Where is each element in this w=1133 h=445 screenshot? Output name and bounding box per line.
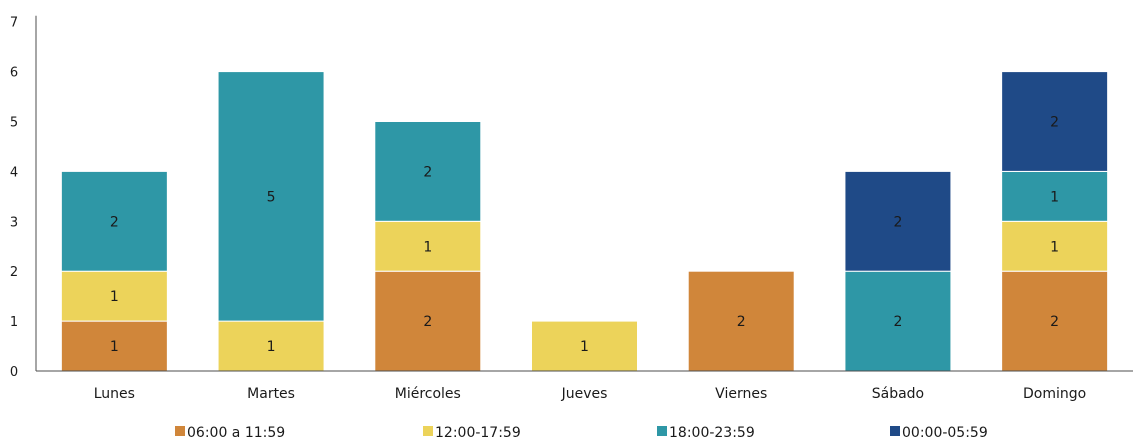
bar-segment [844, 270, 952, 372]
legend: 06:00 a 11:59 12:00-17:59 18:00-23:59 00:00… [175, 425, 988, 441]
x-tick-label: Sábado [872, 386, 924, 402]
data-label: 1 [110, 289, 119, 305]
y-tick-label: 1 [10, 315, 18, 330]
data-label: 2 [423, 164, 432, 180]
y-tick-label: 4 [10, 165, 18, 180]
bar-segment [217, 320, 325, 372]
y-tick-label: 5 [10, 116, 18, 131]
y-tick-label: 6 [10, 66, 18, 81]
bar-segment [1001, 270, 1109, 372]
legend-label: 12:00-17:59 [435, 425, 521, 441]
data-labels-layer: 1 1 2 1 5 2 1 2 1 2 2 2 2 1 1 2 [110, 115, 1059, 356]
data-label: 1 [267, 339, 276, 355]
x-tick-label: Martes [247, 386, 295, 402]
data-label: 1 [110, 339, 119, 355]
axes-layer: Lunes Martes Miércoles Jueves Viernes Sábado D… [10, 15, 1133, 402]
data-label: 1 [423, 239, 432, 255]
legend-swatch [175, 426, 185, 436]
bar-segment [217, 71, 325, 322]
bar-segment [844, 170, 952, 272]
legend-swatch [657, 426, 667, 436]
bar-segment [60, 320, 168, 372]
bar-segment [1001, 170, 1109, 222]
y-tick-label: 0 [10, 365, 18, 380]
legend-label: 00:00-05:59 [902, 425, 988, 441]
data-label: 1 [1050, 189, 1059, 205]
data-label: 2 [423, 314, 432, 330]
data-label: 1 [1050, 239, 1059, 255]
data-label: 2 [737, 314, 746, 330]
data-label: 2 [110, 214, 119, 230]
bar-segment [374, 121, 482, 222]
bar-segment [60, 270, 168, 322]
data-label: 1 [580, 339, 589, 355]
legend-swatch [890, 426, 900, 436]
bars-layer [60, 71, 1109, 372]
bar-segment [60, 170, 168, 272]
x-tick-label: Domingo [1023, 386, 1086, 402]
legend-label: 18:00-23:59 [669, 425, 755, 441]
data-label: 2 [893, 214, 902, 230]
bar-segment [374, 270, 482, 372]
bar-segment [1001, 71, 1109, 172]
x-tick-label: Jueves [561, 386, 608, 402]
data-label: 5 [267, 189, 276, 205]
bar-segment [374, 220, 482, 272]
x-tick-label: Lunes [94, 386, 135, 402]
data-label: 2 [1050, 115, 1059, 131]
x-tick-label: Viernes [715, 386, 767, 402]
data-label: 2 [1050, 314, 1059, 330]
y-tick-label: 7 [10, 16, 18, 31]
data-label: 2 [893, 314, 902, 330]
bar-segment [687, 270, 795, 372]
x-tick-label: Miércoles [395, 386, 461, 402]
legend-label: 06:00 a 11:59 [187, 425, 285, 441]
y-tick-label: 3 [10, 215, 18, 230]
y-tick-label: 2 [10, 265, 18, 280]
legend-swatch [423, 426, 433, 436]
